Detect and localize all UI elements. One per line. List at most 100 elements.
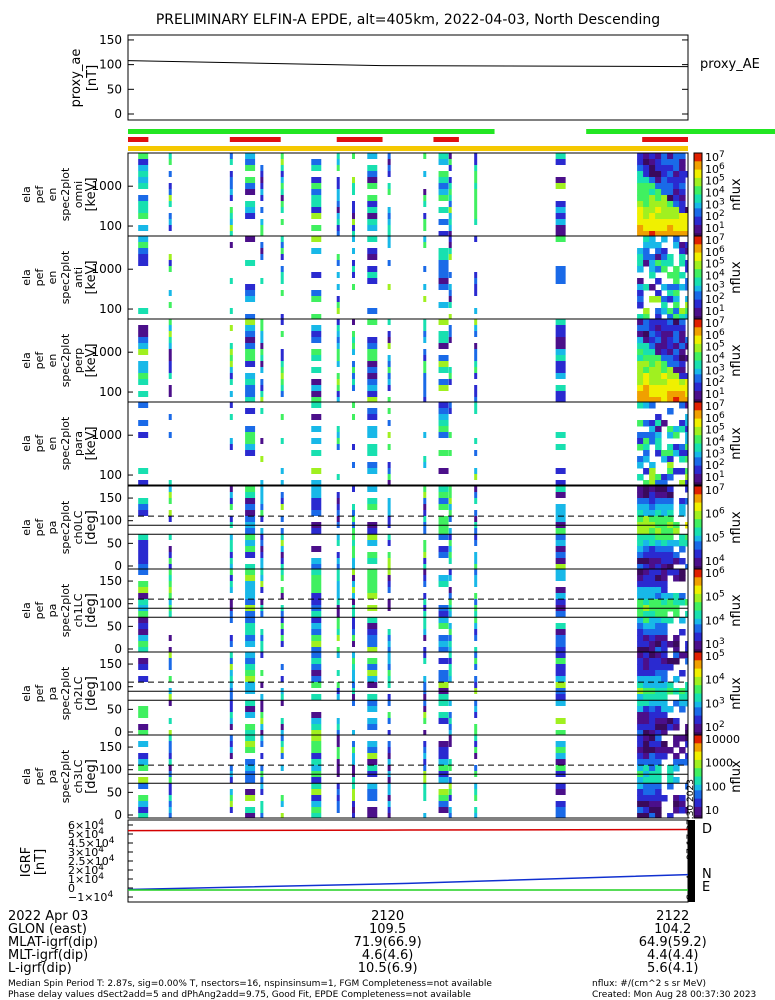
cell <box>352 444 355 450</box>
cell <box>367 682 378 688</box>
cell <box>311 581 322 587</box>
cell <box>138 254 149 260</box>
colorbar-segment <box>694 693 702 697</box>
cell <box>655 420 662 427</box>
cell <box>423 373 427 379</box>
cell <box>448 183 452 189</box>
cell <box>637 361 644 368</box>
cell <box>655 248 662 255</box>
cell <box>138 647 149 652</box>
cell <box>367 694 378 700</box>
cell <box>367 278 378 284</box>
cell <box>245 450 256 456</box>
cell <box>387 361 391 367</box>
cell <box>448 492 452 498</box>
colorbar-segment <box>694 352 702 356</box>
cell <box>667 343 674 350</box>
cell <box>352 682 355 688</box>
cell <box>673 219 680 226</box>
cell <box>649 765 656 772</box>
cell <box>138 777 149 783</box>
cell <box>555 153 566 159</box>
cell <box>336 385 340 391</box>
colorbar-segment <box>694 665 702 670</box>
cell <box>643 468 650 475</box>
cell <box>138 753 149 759</box>
colorbar-segment <box>694 804 702 808</box>
cell <box>367 379 378 385</box>
cell <box>229 207 233 213</box>
cell <box>649 528 656 535</box>
cell <box>655 575 662 582</box>
series-label-D: D <box>702 822 712 837</box>
cell <box>643 700 650 707</box>
cell <box>138 569 149 575</box>
cell <box>685 260 688 267</box>
colorbar-segment <box>694 244 702 248</box>
cell <box>423 706 427 712</box>
cell <box>448 647 452 652</box>
cell <box>311 676 322 682</box>
y-axis-label-line: [deg] <box>84 510 99 545</box>
colorbar-segment <box>694 321 702 326</box>
cell <box>387 712 391 718</box>
cell <box>679 284 686 291</box>
cell <box>667 498 674 505</box>
cell <box>555 432 566 438</box>
cell <box>423 331 427 337</box>
cell <box>555 397 566 402</box>
colorbar-segment <box>694 263 702 267</box>
cell <box>352 741 355 747</box>
y-tick-label: 150 <box>99 740 122 754</box>
cell <box>423 171 427 177</box>
cell <box>387 420 391 426</box>
cell <box>649 540 656 547</box>
cell <box>311 314 322 319</box>
cell <box>667 468 674 475</box>
cell <box>661 486 668 493</box>
y-tick-label: 150 <box>99 657 122 671</box>
cell <box>367 468 378 474</box>
cell <box>555 552 566 558</box>
colorbar-segment <box>694 424 702 428</box>
cell <box>423 225 427 231</box>
cell <box>661 658 668 665</box>
cell <box>311 569 322 575</box>
cell <box>637 260 644 267</box>
cell <box>311 414 322 420</box>
cell <box>637 355 644 362</box>
colorbar-segment <box>694 271 702 276</box>
cell <box>438 534 449 540</box>
cell <box>387 813 391 818</box>
cell <box>649 534 656 541</box>
cell <box>387 569 391 575</box>
y-axis-label-line: ch0LC <box>72 510 85 544</box>
cell <box>229 498 233 504</box>
colorbar-segment <box>694 415 702 420</box>
cell <box>138 564 149 569</box>
cell <box>685 379 688 386</box>
cell <box>655 694 662 701</box>
cell <box>649 759 656 766</box>
cell <box>448 201 452 207</box>
cell <box>168 349 172 355</box>
colorbar-tick-label: 103 <box>705 363 725 377</box>
colorbar-segment <box>694 776 702 780</box>
cell <box>679 159 686 166</box>
cell <box>311 611 322 617</box>
cell <box>311 617 322 623</box>
colorbar-segment <box>694 516 702 520</box>
cell <box>336 308 340 314</box>
colorbar-segment <box>694 404 702 409</box>
cell <box>168 302 172 308</box>
cell <box>311 658 322 664</box>
cell <box>637 438 644 445</box>
cell <box>336 492 340 498</box>
cell <box>655 730 662 735</box>
colorbar-label: nflux <box>729 178 744 211</box>
cell <box>661 355 668 362</box>
cell <box>448 153 452 159</box>
cell <box>367 207 378 213</box>
cell <box>387 498 391 504</box>
colorbar-segment <box>694 704 702 708</box>
